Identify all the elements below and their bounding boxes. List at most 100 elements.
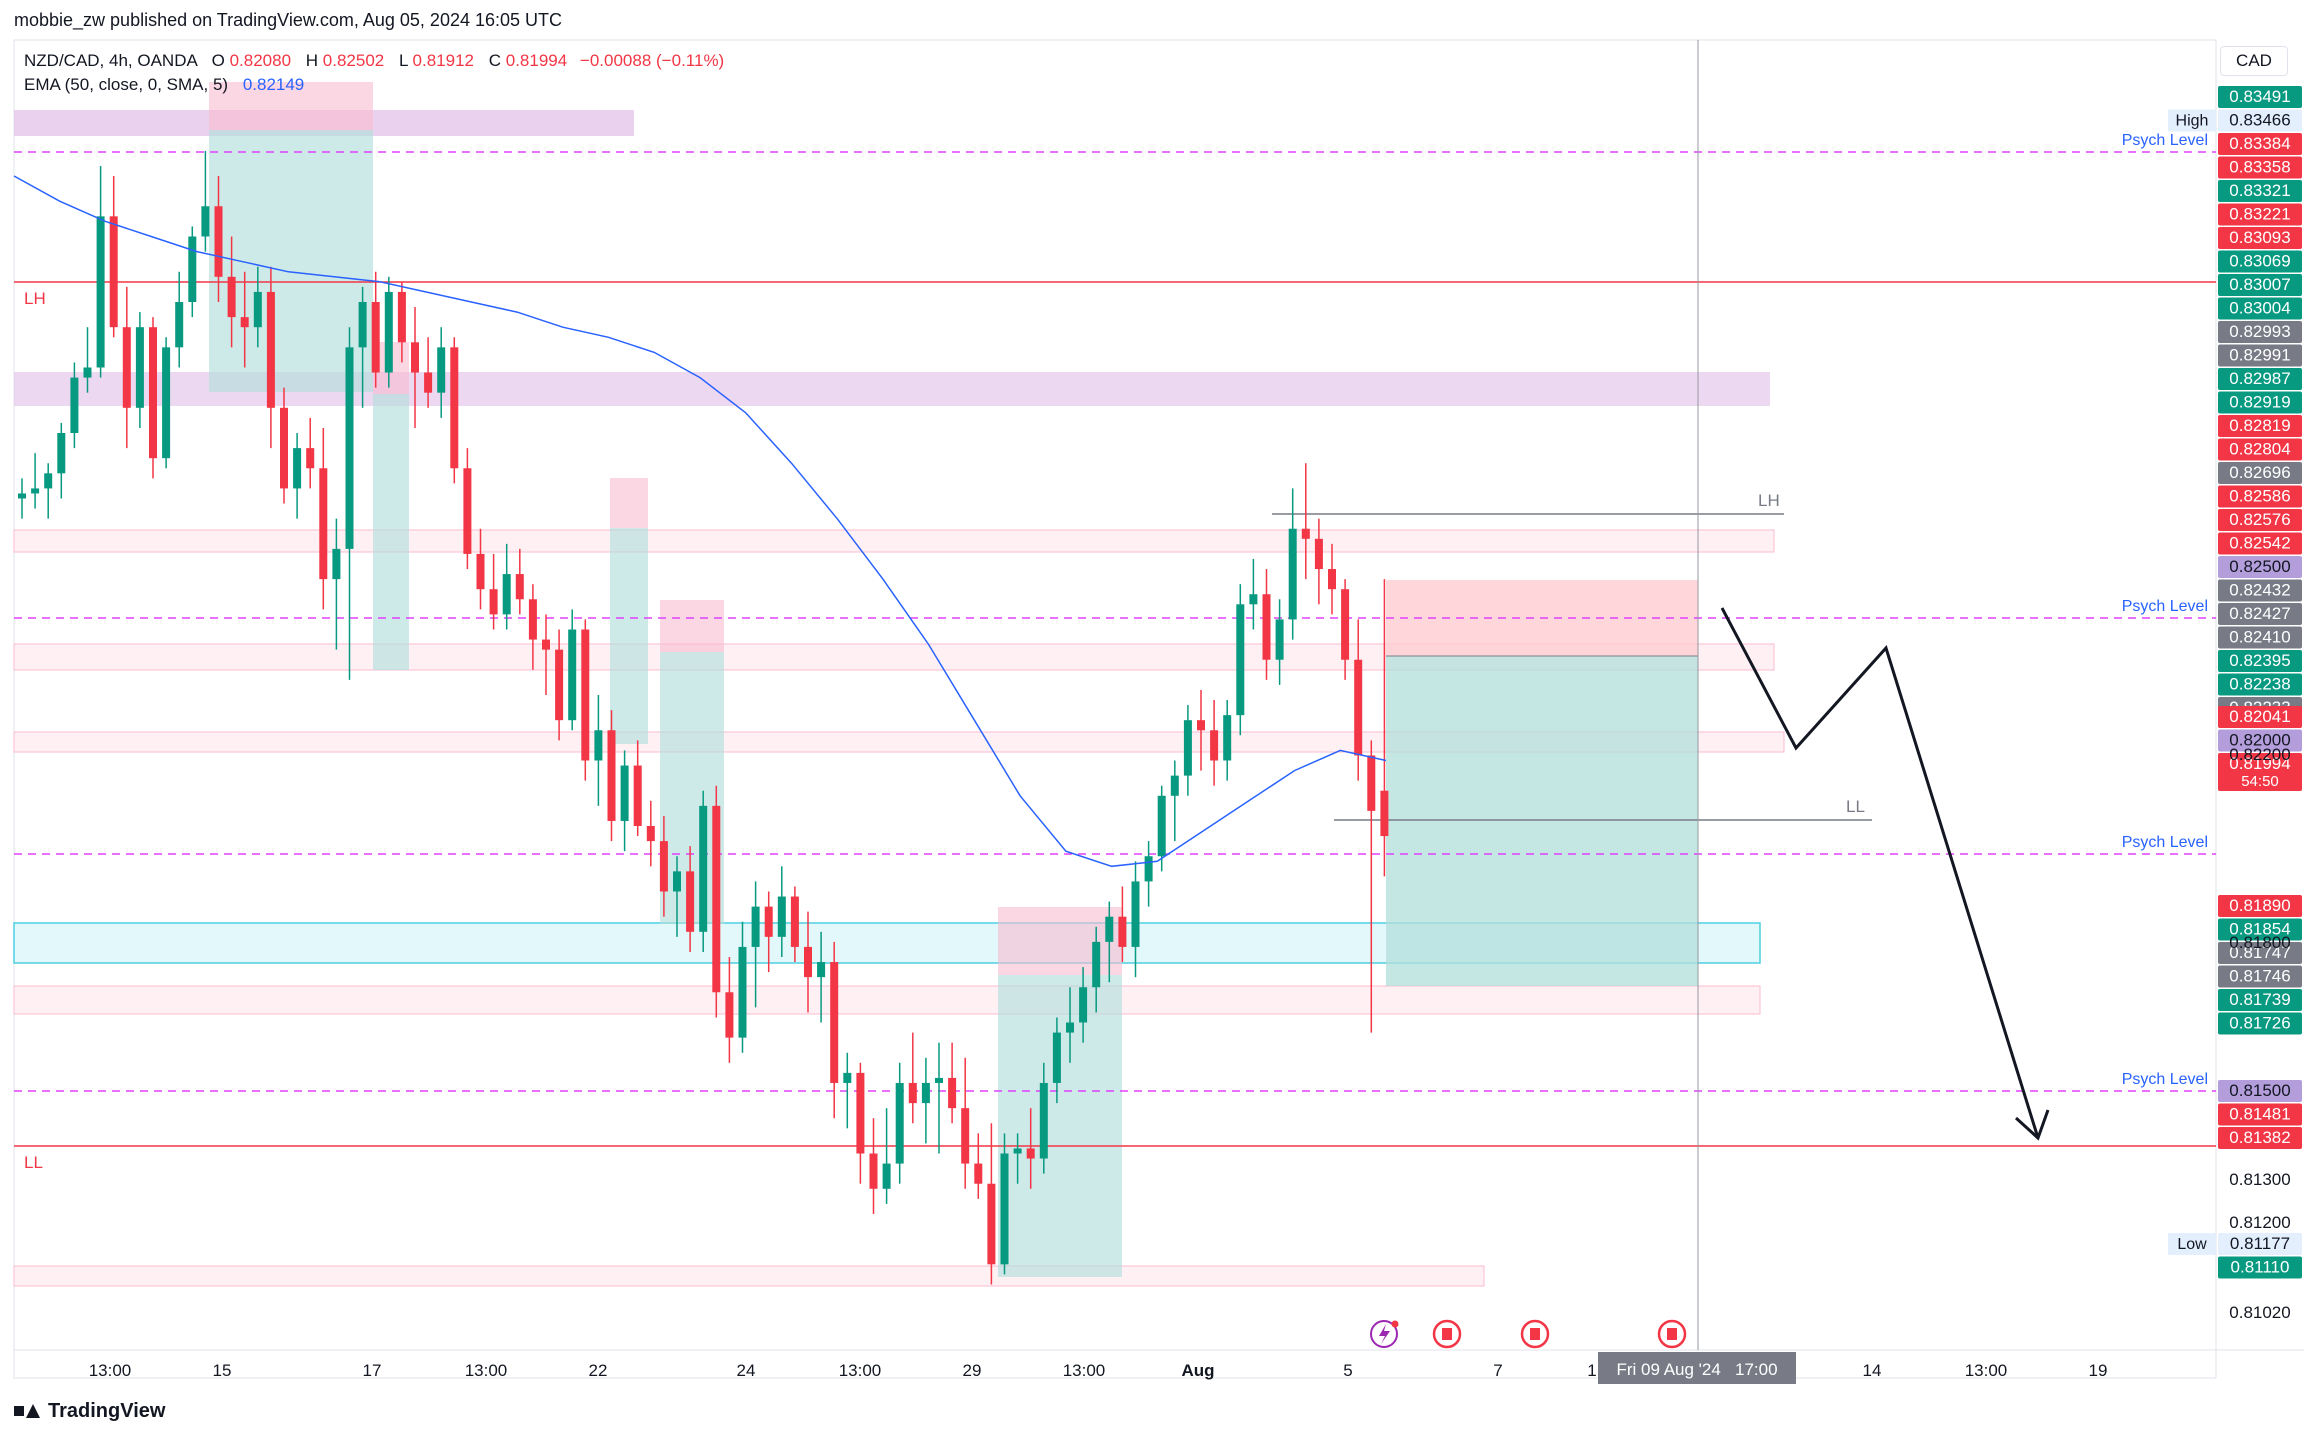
legend-c-label: C xyxy=(489,51,501,70)
price-label-box xyxy=(2218,650,2302,672)
price-label-text: 0.83007 xyxy=(2229,275,2290,294)
tradingview-brand[interactable]: TradingView xyxy=(14,1400,165,1423)
price-label-box xyxy=(2218,86,2302,108)
candle-body xyxy=(1197,720,1205,731)
candle xyxy=(843,1052,852,1129)
position-3-target[interactable] xyxy=(610,528,648,744)
candle xyxy=(777,866,786,957)
candle xyxy=(856,1062,865,1184)
position-2-target[interactable] xyxy=(373,394,409,670)
price-label-text: 0.81382 xyxy=(2229,1128,2290,1147)
candle-body xyxy=(1380,790,1389,837)
candle xyxy=(122,286,131,449)
candle xyxy=(96,165,105,378)
price-label: 0.83466 High xyxy=(2168,109,2302,132)
legend-l-value: 0.81912 xyxy=(413,51,474,70)
price-label: 0.82987 xyxy=(2218,368,2302,390)
candle xyxy=(18,478,26,519)
price-label-box xyxy=(2218,729,2302,752)
candle xyxy=(659,815,668,917)
currency-button[interactable]: CAD xyxy=(2220,46,2288,76)
candle-body xyxy=(659,841,668,892)
candle xyxy=(1170,760,1179,842)
price-label-box xyxy=(2218,965,2302,988)
price-label: 0.82576 xyxy=(2218,509,2302,531)
price-label-text: 0.83491 xyxy=(2229,87,2290,106)
price-label-box xyxy=(2218,1103,2302,1126)
candle xyxy=(542,614,550,695)
event-canada-flag-center-2 xyxy=(1530,1328,1540,1340)
candle-body xyxy=(712,805,721,993)
candle-body xyxy=(476,553,485,590)
ema-line[interactable] xyxy=(13,175,1387,868)
event-markers[interactable] xyxy=(1370,1319,1687,1349)
candle-body xyxy=(1157,795,1166,857)
ll-grey-label: LL xyxy=(1846,797,1865,816)
candle-body xyxy=(515,574,524,600)
price-label-box xyxy=(2218,753,2302,791)
candle-body xyxy=(961,1108,970,1164)
time-axis[interactable]: 13:00 15 17 13:00 22 24 13:00 29 13:00 Aug 5 7 1 14 13… xyxy=(89,1361,2108,1380)
projection-path[interactable] xyxy=(1720,607,2040,1139)
candle xyxy=(149,317,157,479)
candle xyxy=(1118,886,1127,963)
candle-body xyxy=(201,206,210,237)
candle xyxy=(1079,967,1088,1043)
active-position-target[interactable] xyxy=(1386,656,1698,986)
candle-body xyxy=(1341,589,1350,660)
price-label-text: 0.82542 xyxy=(2229,534,2290,553)
legend-ema-label[interactable]: EMA (50, close, 0, SMA, 5) xyxy=(24,75,228,94)
demand-band-low[interactable] xyxy=(13,1265,1485,1287)
candle-body xyxy=(921,1082,930,1104)
legend-l-label: L xyxy=(399,51,408,70)
candle xyxy=(804,911,812,1013)
candle xyxy=(790,886,799,963)
price-label: 0.82410 xyxy=(2218,626,2302,649)
price-label-box xyxy=(2218,1080,2302,1102)
candle xyxy=(1236,584,1245,736)
ohlc-legend: NZD/CAD, 4h, OANDA O 0.82080 H 0.82502 L… xyxy=(24,51,724,94)
price-axis[interactable]: 0.83491 0.83466 High 0.83384 0.83358 0.83321 0… xyxy=(2168,86,2302,1322)
candle xyxy=(1157,785,1166,872)
price-label-text: 0.83004 xyxy=(2229,299,2290,318)
price-label: 0.83221 xyxy=(2218,203,2302,226)
price-tag-text: Low xyxy=(2177,1236,2207,1253)
support-band-pink[interactable] xyxy=(13,985,1761,1015)
candle xyxy=(581,619,590,781)
candle xyxy=(1262,569,1271,680)
position-4-stop[interactable] xyxy=(660,600,724,652)
candle xyxy=(1223,700,1232,781)
candle xyxy=(1288,488,1297,640)
candle xyxy=(633,740,642,837)
resistance-band-3[interactable] xyxy=(13,731,1785,753)
candle-body xyxy=(830,962,839,1083)
price-label: 0.81481 xyxy=(2218,1103,2302,1126)
price-label-text: 0.81746 xyxy=(2229,967,2290,986)
projection-arrowhead xyxy=(2014,1109,2050,1141)
candle xyxy=(227,236,236,348)
price-label: 0.81739 xyxy=(2218,989,2302,1011)
crosshair-time-label: Fri 09 Aug '24 17:00 xyxy=(1616,1360,1777,1379)
position-1-stop[interactable] xyxy=(209,82,373,130)
legend-symbol[interactable]: NZD/CAD, 4h, OANDA xyxy=(24,51,198,70)
position-5-stop[interactable] xyxy=(998,907,1122,975)
price-label: 0.83384 xyxy=(2218,133,2302,155)
price-label-box xyxy=(2218,321,2302,343)
candle-body xyxy=(1249,594,1258,605)
price-label-box xyxy=(2218,438,2302,461)
resistance-band-1[interactable] xyxy=(13,529,1775,553)
candle xyxy=(725,957,734,1063)
candle xyxy=(424,337,433,408)
candle-body xyxy=(1092,941,1101,988)
candle xyxy=(908,1032,917,1124)
price-label-text: 0.82395 xyxy=(2229,651,2290,670)
candle xyxy=(489,553,498,630)
price-label-text: 0.81500 xyxy=(2229,1081,2290,1100)
candle xyxy=(935,1042,943,1154)
candle-body xyxy=(581,629,590,761)
candle-body xyxy=(620,765,629,821)
position-5-target[interactable] xyxy=(998,975,1122,1277)
candle xyxy=(1066,987,1074,1063)
position-3-stop[interactable] xyxy=(610,478,648,528)
